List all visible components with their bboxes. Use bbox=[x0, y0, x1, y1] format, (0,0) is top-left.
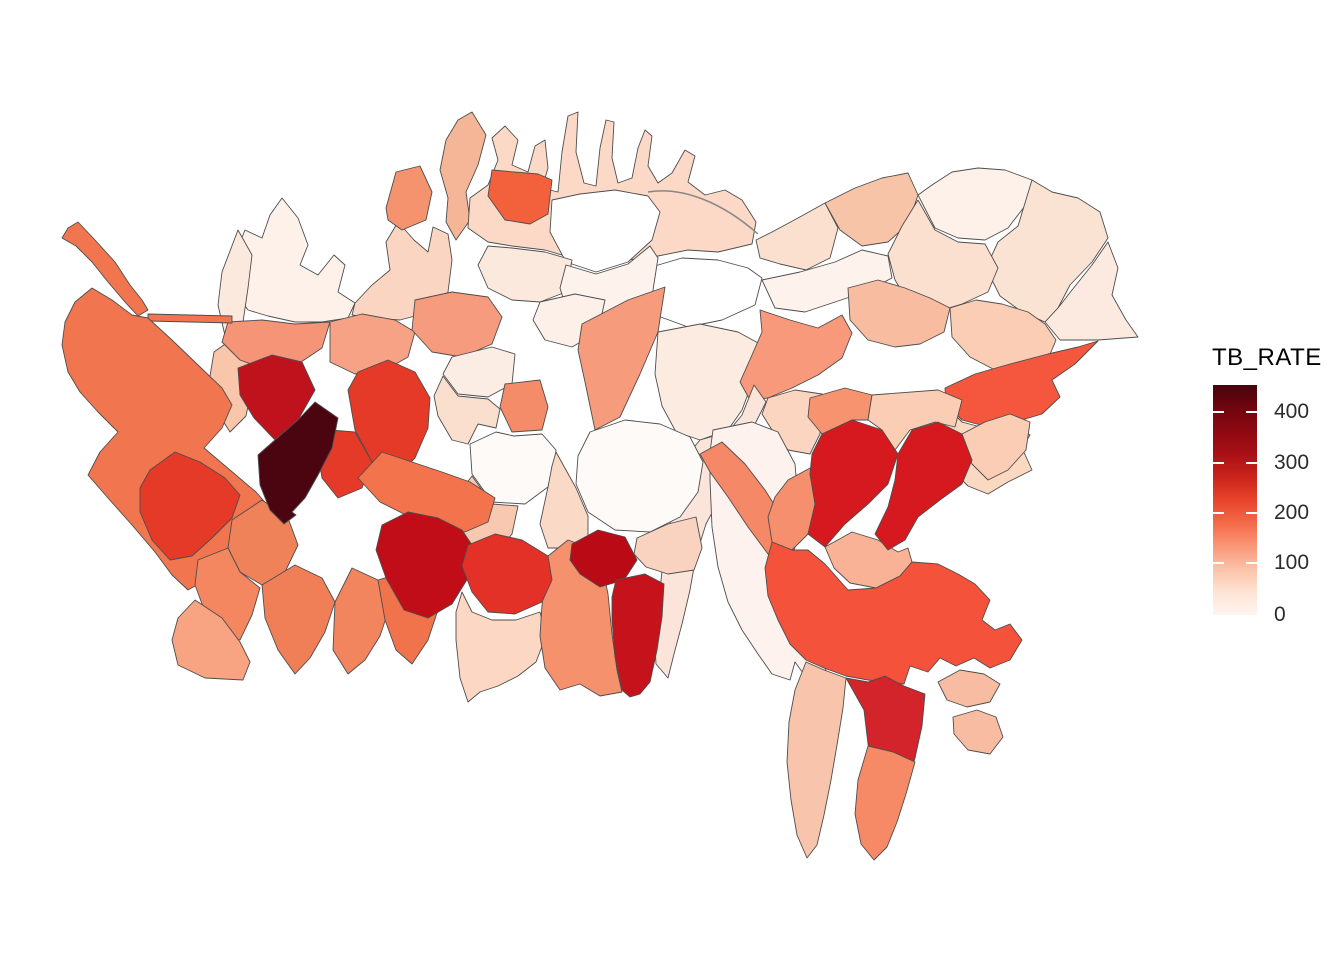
map-region-17 bbox=[477, 245, 573, 303]
legend-tick-label: 400 bbox=[1274, 399, 1310, 423]
map-region-5 bbox=[385, 165, 433, 231]
map-region-56 bbox=[61, 221, 149, 317]
map-region-15 bbox=[549, 189, 661, 273]
map-region-28 bbox=[739, 309, 853, 401]
legend-tick-label: 0 bbox=[1274, 603, 1286, 626]
map-region-24 bbox=[442, 346, 516, 398]
legend-tick-label: 200 bbox=[1274, 501, 1310, 525]
map-region-57 bbox=[147, 313, 233, 324]
map-region-63 bbox=[332, 567, 391, 675]
map-region-50 bbox=[764, 541, 1023, 685]
map-region-71 bbox=[357, 451, 496, 533]
map-region-1 bbox=[231, 197, 356, 323]
legend-tick-mark bbox=[1213, 512, 1224, 515]
map-region-51 bbox=[786, 661, 847, 859]
map-region-26 bbox=[433, 375, 501, 445]
map-region-49 bbox=[874, 421, 973, 551]
map-region-74 bbox=[375, 511, 475, 619]
map-region-39 bbox=[575, 419, 704, 533]
legend-tick-mark bbox=[1246, 410, 1257, 413]
legend-tick-mark bbox=[1213, 562, 1224, 565]
legend-tick-mark bbox=[1246, 461, 1257, 464]
map-region-62 bbox=[261, 564, 336, 675]
map-region-27 bbox=[654, 323, 761, 441]
map-region-31 bbox=[949, 299, 1057, 375]
map-region-47 bbox=[961, 413, 1031, 481]
legend-tick-label: 100 bbox=[1274, 551, 1310, 575]
map-region-34 bbox=[761, 389, 823, 455]
map-region-29 bbox=[761, 249, 893, 313]
map-region-20 bbox=[329, 313, 416, 375]
map-region-73 bbox=[257, 401, 339, 525]
legend-title: TB_RATE bbox=[1212, 344, 1322, 371]
map-region-44 bbox=[867, 389, 963, 451]
map-region-53 bbox=[854, 745, 916, 861]
legend-tick-mark bbox=[1213, 410, 1224, 413]
map-region-19 bbox=[221, 319, 331, 371]
map-region-13 bbox=[1044, 241, 1139, 341]
legend-tick-label: 300 bbox=[1274, 450, 1310, 474]
map-region-7 bbox=[467, 111, 757, 263]
legend-tick-mark bbox=[1246, 562, 1257, 565]
legend-colorbar bbox=[1213, 385, 1257, 615]
map-region-43 bbox=[807, 387, 873, 435]
river-line bbox=[647, 190, 759, 235]
map-region-54 bbox=[937, 669, 1001, 708]
legend-tick-mark bbox=[1213, 461, 1224, 464]
map-region-9 bbox=[755, 202, 839, 271]
map-region-21 bbox=[411, 291, 503, 358]
map-region-48 bbox=[807, 419, 899, 548]
map-region-65 bbox=[455, 591, 547, 703]
map-region-30 bbox=[847, 279, 951, 348]
map-region-32 bbox=[944, 340, 1099, 428]
map-region-67 bbox=[633, 516, 703, 575]
map-region-75 bbox=[461, 533, 553, 615]
map-region-23 bbox=[577, 286, 666, 431]
legend-tick-mark bbox=[1246, 512, 1257, 515]
map-region-68 bbox=[139, 451, 241, 561]
map-region-55 bbox=[952, 709, 1004, 755]
map-region-25 bbox=[499, 379, 549, 433]
map-region-8 bbox=[487, 169, 553, 225]
map-region-6 bbox=[439, 111, 487, 241]
map-region-77 bbox=[611, 573, 665, 698]
map-region-61 bbox=[171, 599, 251, 681]
